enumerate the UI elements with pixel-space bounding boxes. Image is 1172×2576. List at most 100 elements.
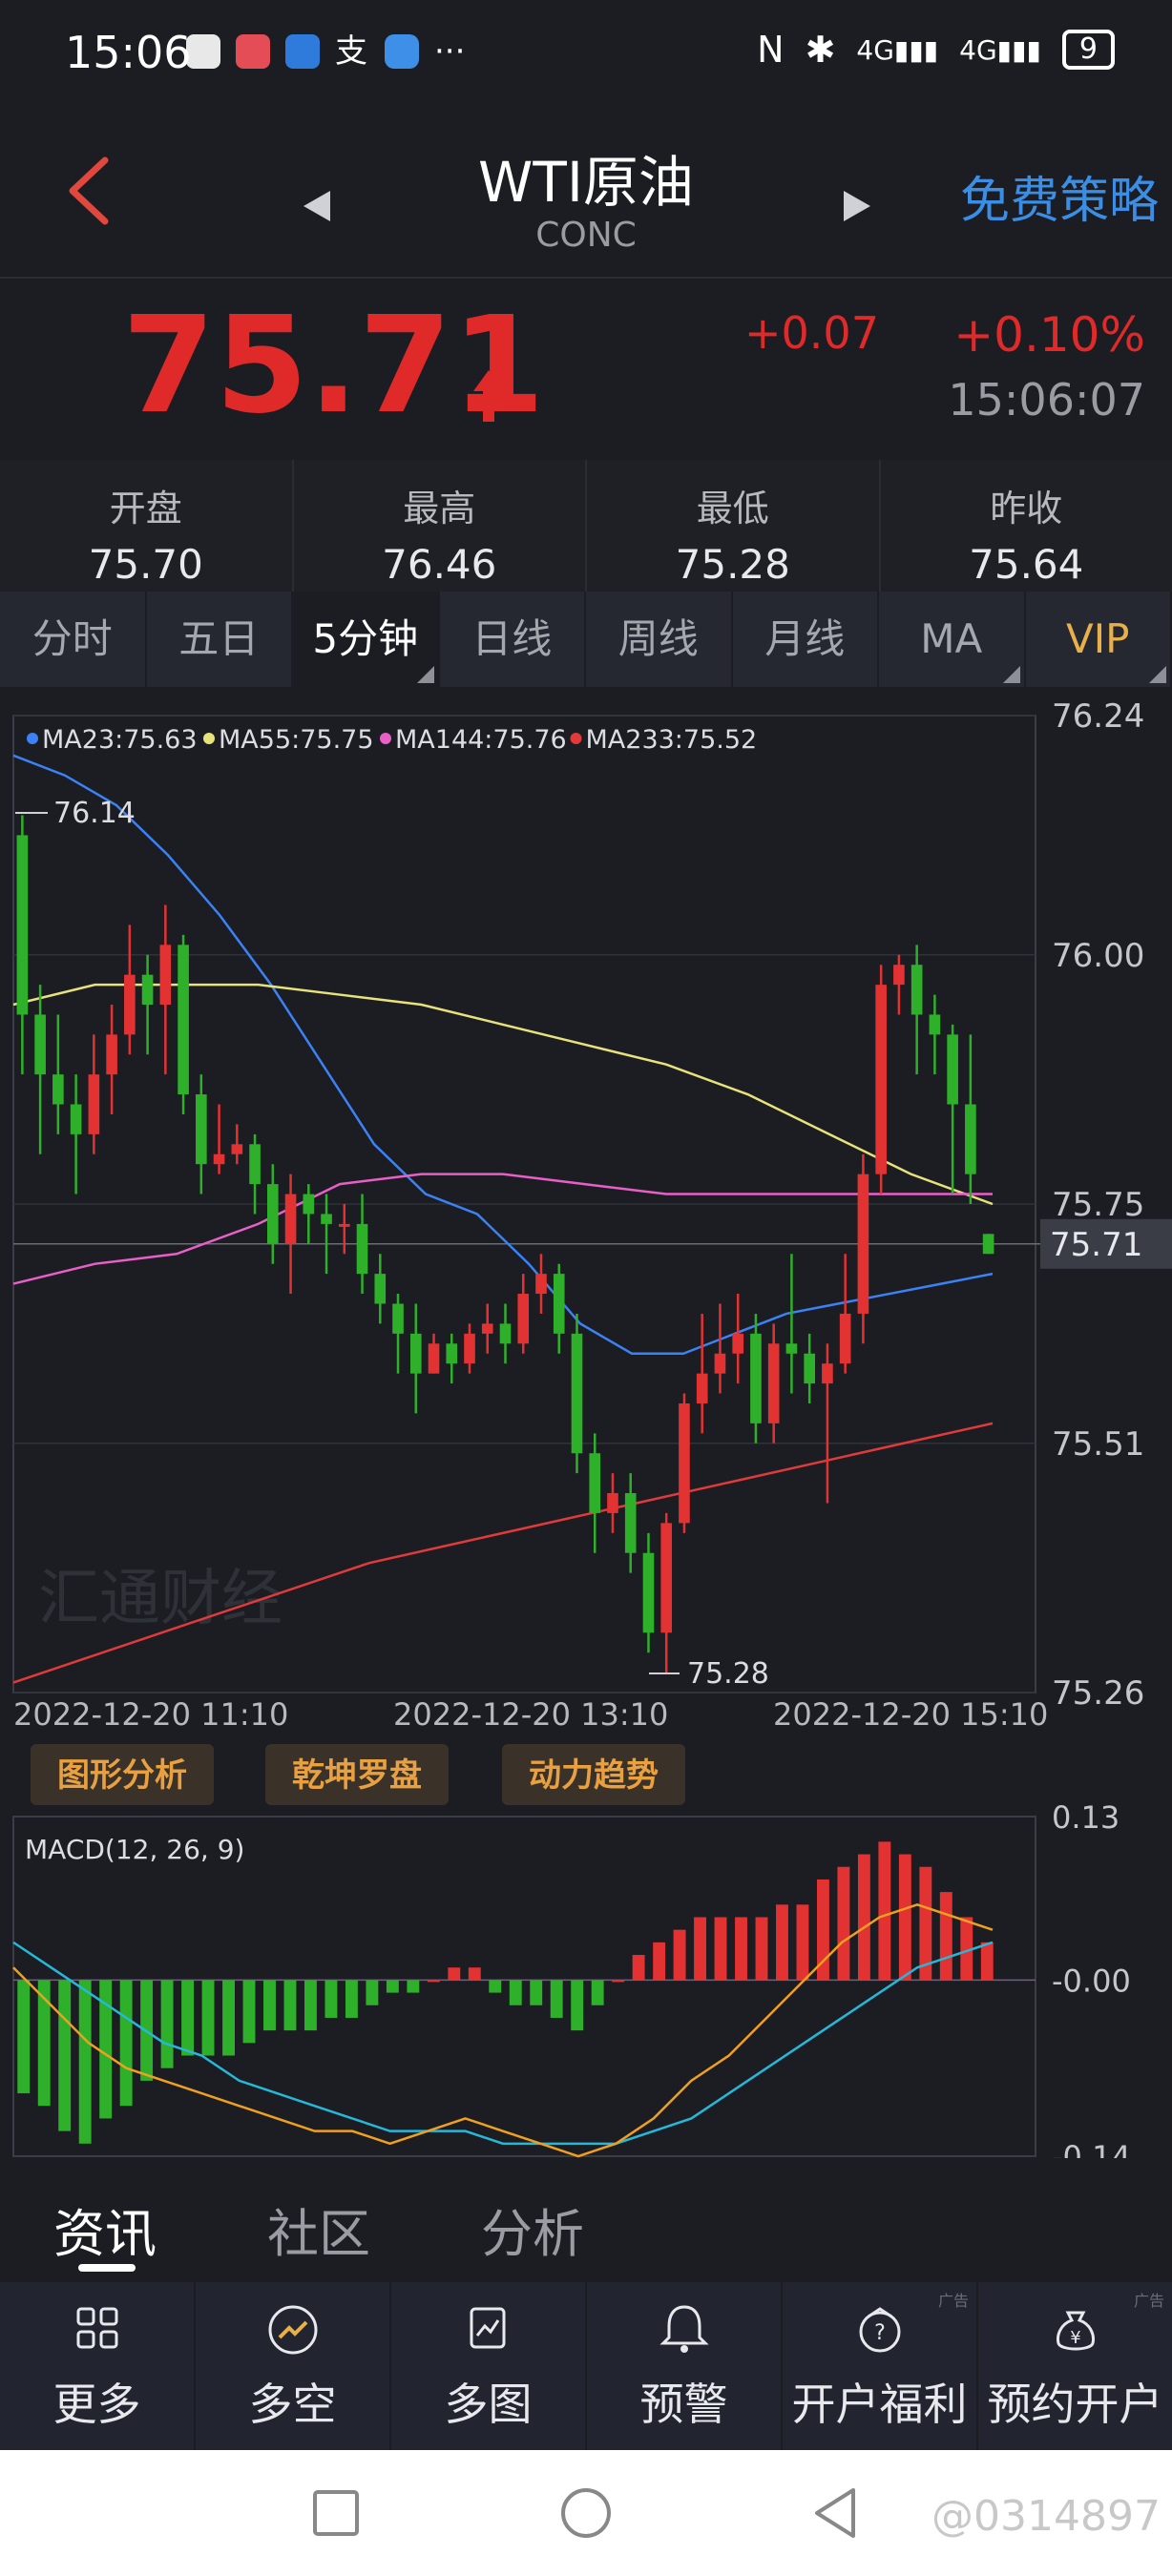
macd-bar bbox=[694, 1917, 706, 1981]
tab-news[interactable]: 资讯 bbox=[53, 2204, 157, 2264]
macd-bar bbox=[242, 1980, 256, 2044]
macd-bar bbox=[919, 1866, 932, 1981]
chart-grid: 76.24 76.00 75.75 75.51 75.26 75.71 汇通财经 bbox=[12, 697, 1172, 1713]
candle-body bbox=[714, 1353, 726, 1374]
tab-label: VIP bbox=[1066, 615, 1130, 662]
stat-open: 开盘 75.70 bbox=[0, 460, 294, 592]
macd-bar bbox=[776, 1904, 788, 1981]
chart-labels: MA23:75.63 MA55:75.75 MA144:75.76 MA233:75.… bbox=[13, 725, 1048, 1733]
active-tab-underline bbox=[78, 2264, 136, 2272]
tab-weekly[interactable]: 周线 bbox=[586, 592, 733, 687]
alert-button[interactable]: 预警 bbox=[587, 2282, 783, 2450]
legend-dot bbox=[203, 733, 215, 744]
macd-bar bbox=[735, 1917, 747, 1981]
stat-value: 76.46 bbox=[382, 541, 497, 588]
candle-body bbox=[392, 1303, 404, 1334]
macd-bar bbox=[960, 1917, 973, 1981]
tab-daily[interactable]: 日线 bbox=[440, 592, 586, 687]
prev-instrument-icon[interactable] bbox=[303, 191, 330, 221]
candle-body bbox=[535, 1274, 547, 1295]
macd-bar bbox=[37, 1980, 51, 2107]
tab-five-day[interactable]: 五日 bbox=[147, 592, 293, 687]
y-tick-label: 75.26 bbox=[1052, 1674, 1144, 1713]
candle-body bbox=[178, 945, 189, 1095]
back-nav-icon[interactable] bbox=[811, 2486, 859, 2540]
candle-body bbox=[106, 1034, 117, 1075]
y-tick-label: 76.24 bbox=[1052, 697, 1144, 736]
ma-line-ma233 bbox=[12, 1422, 994, 1684]
macd-bar bbox=[181, 1980, 195, 2056]
tab-community[interactable]: 社区 bbox=[267, 2204, 370, 2264]
candle-body bbox=[464, 1333, 475, 1364]
candle-body bbox=[767, 1343, 780, 1423]
ad-badge: 广告 bbox=[937, 2292, 969, 2310]
tab-monthly[interactable]: 月线 bbox=[733, 592, 879, 687]
high-annotation: 76.14 bbox=[53, 797, 136, 830]
legend-text: MA233:75.52 bbox=[586, 725, 758, 755]
stat-value: 75.28 bbox=[675, 541, 790, 588]
macd-bar bbox=[263, 1980, 276, 2031]
tab-ma[interactable]: MA bbox=[879, 592, 1026, 687]
candle-body bbox=[231, 1144, 243, 1154]
candle-body bbox=[374, 1274, 387, 1304]
candle-body bbox=[196, 1094, 207, 1165]
back-icon[interactable] bbox=[61, 153, 118, 229]
legend-dot bbox=[380, 733, 391, 744]
macd-dea-line bbox=[12, 1941, 994, 2146]
multi-chart-button[interactable]: 多图 bbox=[391, 2282, 587, 2450]
macd-label: MACD(12, 26, 9) bbox=[25, 1834, 244, 1865]
more-button[interactable]: 更多 bbox=[0, 2282, 196, 2450]
price-change-percent: +0.10% bbox=[953, 307, 1145, 363]
account-benefit-button[interactable]: 广告 ? 开户福利 bbox=[783, 2282, 978, 2450]
bottom-action-bar: 更多 多空 多图 预警 广告 ? 开户福利 广告 ¥ 预约开户 bbox=[0, 2282, 1172, 2450]
macd-bar bbox=[345, 1980, 358, 2018]
book-account-button[interactable]: 广告 ¥ 预约开户 bbox=[978, 2282, 1172, 2450]
macd-bar bbox=[857, 1854, 870, 1981]
candle-body bbox=[785, 1343, 798, 1354]
long-short-button[interactable]: 多空 bbox=[196, 2282, 391, 2450]
dropdown-corner-icon bbox=[416, 666, 434, 683]
macd-bar bbox=[898, 1854, 911, 1981]
up-arrow-icon bbox=[473, 370, 504, 422]
app-globe-icon bbox=[385, 34, 419, 69]
next-instrument-icon[interactable] bbox=[844, 191, 870, 221]
signal-icon: 4G▮▮▮ bbox=[856, 33, 939, 66]
svg-text:?: ? bbox=[874, 2321, 886, 2345]
current-price-label: 75.71 bbox=[1050, 1226, 1142, 1264]
status-time: 15:06 bbox=[65, 27, 192, 78]
bottom-label: 预约开户 bbox=[987, 2379, 1163, 2430]
macd-bar bbox=[489, 1980, 502, 1993]
macd-bar bbox=[673, 1929, 686, 1981]
recent-apps-icon[interactable] bbox=[311, 2488, 361, 2538]
money-bag-icon: ¥ bbox=[1056, 2311, 1095, 2351]
macd-bar bbox=[386, 1980, 399, 1993]
stat-label: 最低 bbox=[696, 488, 769, 530]
kline-chart[interactable]: 76.24 76.00 75.75 75.51 75.26 75.71 汇通财经 MA23:… bbox=[0, 689, 1172, 2158]
watermark-logo-text: 汇通财经 bbox=[38, 1564, 283, 1634]
stat-label: 最高 bbox=[403, 488, 476, 530]
candle-body bbox=[409, 1333, 422, 1374]
candle-body bbox=[929, 1014, 941, 1035]
macd-bar bbox=[816, 1879, 829, 1981]
candle-body bbox=[589, 1453, 601, 1513]
candle-body bbox=[70, 1104, 82, 1134]
tab-vip[interactable]: VIP bbox=[1026, 592, 1172, 687]
free-strategy-link[interactable]: 免费策略 bbox=[959, 173, 1159, 230]
candle-body bbox=[750, 1333, 762, 1423]
legend-dot bbox=[27, 733, 38, 744]
home-icon[interactable] bbox=[559, 2486, 613, 2540]
macd-bar bbox=[550, 1980, 563, 2018]
candle-body bbox=[303, 1194, 315, 1215]
status-right: N ✱ 4G▮▮▮ 4G▮▮▮ 9 bbox=[757, 29, 1115, 71]
ma-lines bbox=[12, 754, 994, 1684]
candle-body bbox=[338, 1223, 350, 1227]
watermark-text: @0314897 bbox=[931, 2492, 1161, 2541]
header: WTI原油 CONC 免费策略 bbox=[0, 114, 1172, 279]
candle-body bbox=[52, 1074, 64, 1105]
app-red-icon bbox=[236, 34, 270, 69]
macd-bar bbox=[119, 1980, 133, 2107]
tab-5min[interactable]: 5分钟 bbox=[293, 592, 440, 687]
tab-analysis[interactable]: 分析 bbox=[481, 2204, 584, 2264]
tab-timeshare[interactable]: 分时 bbox=[0, 592, 147, 687]
battery-icon: 9 bbox=[1061, 30, 1115, 70]
